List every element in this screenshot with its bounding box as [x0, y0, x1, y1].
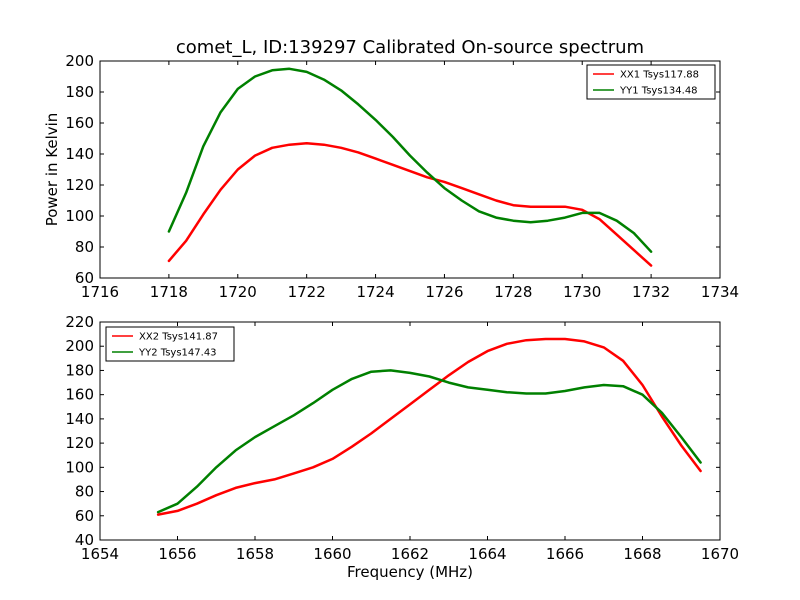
chart-title: comet_L, ID:139297 Calibrated On-source …: [176, 37, 644, 58]
bottom-y-tick-label: 200: [65, 337, 94, 355]
top-y-tick-label: 60: [75, 269, 94, 287]
bottom-x-tick-label: 1670: [701, 545, 739, 563]
top-y-axis-label: Power in Kelvin: [43, 113, 61, 227]
top-x-tick-label: 1722: [288, 283, 326, 301]
bottom-y-tick-label: 220: [65, 313, 94, 331]
top-y-tick-label: 120: [65, 176, 94, 194]
bottom-y-tick-label: 80: [75, 483, 94, 501]
top-x-tick-label: 1732: [632, 283, 670, 301]
top-x-tick-label: 1724: [356, 283, 394, 301]
top-x-tick-label: 1734: [701, 283, 739, 301]
bottom-y-tick-label: 140: [65, 410, 94, 428]
bottom-y-ticks: 40 60 80 100 120 140 160 180 200 220: [65, 313, 720, 549]
top-y-tick-label: 100: [65, 207, 94, 225]
bottom-y-tick-label: 100: [65, 458, 94, 476]
top-x-tick-label: 1720: [219, 283, 257, 301]
bottom-plot-panel: 1654 1656 1658 1660 1662 1664 1666 1668 1670 40 6…: [65, 313, 739, 581]
bottom-series-line-0: [156, 337, 702, 516]
top-series-line-1: [167, 67, 653, 253]
top-legend: XX1 Tsys117.88 YY1 Tsys134.48: [586, 64, 716, 100]
top-plot-lines: [167, 67, 653, 267]
bottom-x-ticks: 1654 1656 1658 1660 1662 1664 1666 1668 1670: [81, 322, 739, 563]
top-y-tick-label: 80: [75, 238, 94, 256]
top-x-tick-label: 1716: [81, 283, 119, 301]
top-plot-frame: [99, 60, 721, 279]
bottom-y-tick-label: 60: [75, 507, 94, 525]
top-y-ticks: 60 80 100 120 140 160 180 200: [65, 52, 720, 287]
bottom-y-tick-label: 180: [65, 361, 94, 379]
bottom-legend-label-0: XX2 Tsys141.87: [139, 332, 218, 343]
bottom-x-tick-label: 1666: [546, 545, 584, 563]
bottom-y-tick-label: 160: [65, 386, 94, 404]
top-x-tick-label: 1728: [494, 283, 532, 301]
bottom-legend: XX2 Tsys141.87 YY2 Tsys147.43: [105, 326, 235, 362]
bottom-legend-box: [105, 326, 235, 362]
top-legend-label-0: XX1 Tsys117.88: [620, 70, 699, 81]
top-legend-label-1: YY1 Tsys134.48: [619, 86, 698, 97]
top-legend-box: [586, 64, 716, 100]
bottom-y-tick-label: 40: [75, 531, 94, 549]
top-y-tick-label: 200: [65, 52, 94, 70]
bottom-legend-label-1: YY2 Tsys147.43: [138, 348, 217, 359]
top-x-ticks: 1716 1718 1720 1722 1724 1726 1728 1730 1732 1734: [81, 61, 739, 301]
bottom-x-tick-label: 1662: [391, 545, 429, 563]
bottom-x-tick-label: 1654: [81, 545, 119, 563]
bottom-x-tick-label: 1668: [623, 545, 661, 563]
top-x-tick-label: 1730: [563, 283, 601, 301]
top-plot-panel: 1716 1718 1720 1722 1724 1726 1728 1730 1732 1734…: [43, 52, 739, 301]
top-y-tick-label: 160: [65, 114, 94, 132]
top-y-tick-label: 140: [65, 145, 94, 163]
top-x-tick-label: 1718: [150, 283, 188, 301]
top-y-tick-label: 180: [65, 83, 94, 101]
bottom-x-tick-label: 1660: [313, 545, 351, 563]
top-series-line-0: [167, 141, 653, 267]
top-x-tick-label: 1726: [425, 283, 463, 301]
bottom-x-tick-label: 1664: [468, 545, 506, 563]
bottom-plot-lines: [156, 337, 702, 516]
bottom-x-axis-label: Frequency (MHz): [347, 563, 473, 581]
bottom-y-tick-label: 120: [65, 434, 94, 452]
bottom-series-line-1: [156, 369, 702, 514]
bottom-x-tick-label: 1656: [158, 545, 196, 563]
bottom-x-tick-label: 1658: [236, 545, 274, 563]
